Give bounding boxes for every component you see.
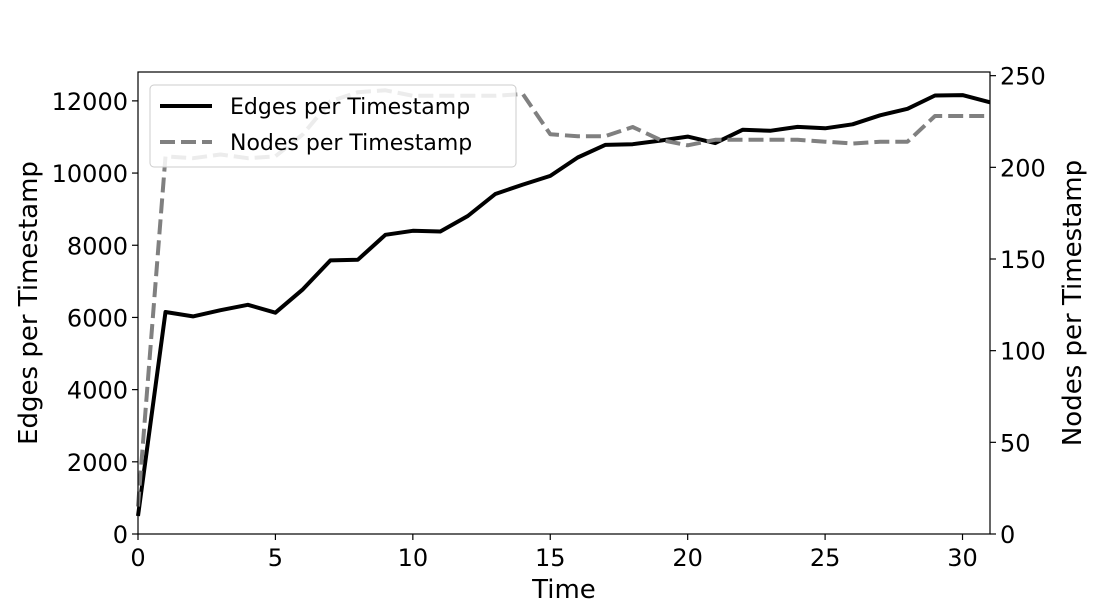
left-y-axis-title: Edges per Timestamp	[14, 161, 44, 445]
x-tick-label: 20	[672, 544, 703, 572]
ticks-layer: 0 5 10 15 20 25 30 0 2000 4000 6000 8000 10000 12000 0…	[52, 63, 1046, 572]
x-tick-label: 10	[398, 544, 429, 572]
series-line-edges	[136, 93, 991, 517]
left-y-tick-label: 8000	[67, 232, 128, 260]
x-tick-label: 30	[947, 544, 978, 572]
left-y-tick-label: 10000	[52, 160, 128, 188]
x-tick-label: 5	[268, 544, 283, 572]
legend-label-edges: Edges per Timestamp	[230, 95, 470, 120]
x-axis-title: Time	[531, 575, 596, 600]
legend-label-nodes: Nodes per Timestamp	[230, 131, 472, 156]
x-tick-label: 15	[535, 544, 566, 572]
legend-box	[149, 84, 517, 168]
right-y-tick-label: 0	[1000, 521, 1015, 549]
right-y-tick-label: 100	[1000, 338, 1046, 366]
right-y-tick-label: 50	[1000, 429, 1031, 457]
right-y-axis-title: Nodes per Timestamp	[1058, 160, 1088, 446]
left-y-tick-label: 0	[113, 521, 128, 549]
left-y-tick-label: 6000	[67, 304, 128, 332]
right-y-tick-label: 150	[1000, 246, 1046, 274]
legend: Edges per Timestamp Nodes per Timestamp	[149, 84, 517, 168]
right-y-tick-label: 200	[1000, 154, 1046, 182]
plot-frame	[137, 71, 991, 535]
left-y-tick-label: 12000	[52, 88, 128, 116]
x-tick-label: 0	[130, 544, 145, 572]
x-tick-label: 25	[810, 544, 841, 572]
left-y-tick-label: 4000	[67, 377, 128, 405]
right-y-tick-label: 250	[1000, 63, 1046, 91]
left-y-tick-label: 2000	[67, 449, 128, 477]
